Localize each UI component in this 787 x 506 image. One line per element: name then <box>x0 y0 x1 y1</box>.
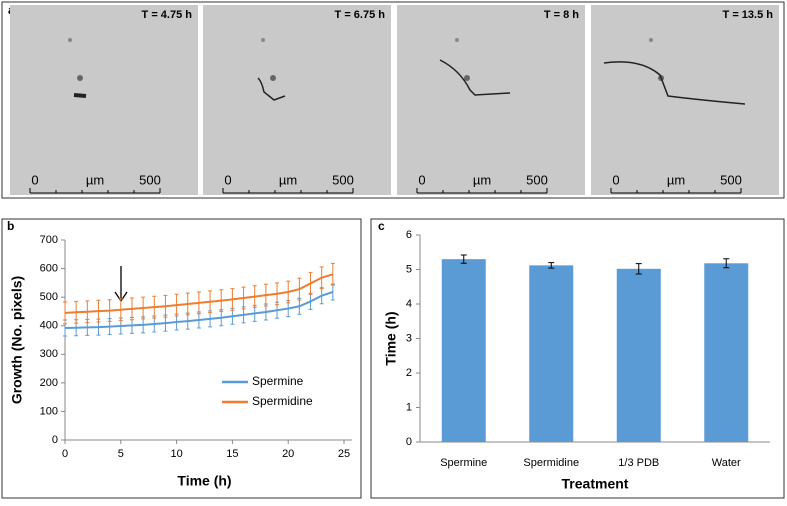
y-tick-label: 400 <box>40 320 58 332</box>
x-tick-label: 10 <box>170 448 182 460</box>
bar <box>704 263 749 442</box>
scale-label: µm <box>279 172 297 187</box>
scale-label: 500 <box>332 172 354 187</box>
x-tick-label: 5 <box>118 448 124 460</box>
micrograph <box>591 5 779 195</box>
y-tick-label: 300 <box>40 348 58 360</box>
x-tick-label: 15 <box>226 448 238 460</box>
panel-label: c <box>378 219 385 233</box>
y-tick-label: 0 <box>406 436 412 448</box>
y-tick-label: 3 <box>406 332 412 344</box>
x-tick-label: Spermine <box>440 457 487 469</box>
bar <box>441 259 486 442</box>
bar <box>616 268 661 442</box>
scale-label: 0 <box>31 172 38 187</box>
y-tick-label: 700 <box>40 234 58 246</box>
bar <box>529 265 574 442</box>
y-tick-label: 100 <box>40 405 58 417</box>
scale-label: µm <box>667 172 685 187</box>
scale-bar <box>416 188 548 194</box>
y-tick-label: 2 <box>406 367 412 379</box>
x-tick-label: Spermidine <box>523 457 579 469</box>
hypha <box>73 93 87 98</box>
y-axis-title: Growth (No. pixels) <box>9 276 25 404</box>
y-tick-label: 5 <box>406 263 412 275</box>
x-tick-label: 0 <box>62 448 68 460</box>
line <box>64 273 334 314</box>
y-tick-label: 4 <box>406 298 412 310</box>
y-tick-label: 0 <box>52 434 58 446</box>
debris <box>270 75 276 81</box>
legend-label: Spermine <box>252 374 304 388</box>
scale-label: 0 <box>612 172 619 187</box>
x-tick-label: 1/3 PDB <box>618 457 659 469</box>
x-tick-label: 20 <box>282 448 294 460</box>
debris <box>649 38 653 42</box>
panel-b-frame <box>1 218 362 499</box>
debris <box>68 38 72 42</box>
panel-label: b <box>7 219 14 233</box>
y-axis-title: Time (h) <box>383 311 399 365</box>
debris <box>455 38 459 42</box>
hypha <box>257 77 286 101</box>
time-label: T = 4.75 h <box>142 9 193 21</box>
x-tick-label: 25 <box>338 448 350 460</box>
error-bar <box>548 262 555 269</box>
scale-label: µm <box>86 172 104 187</box>
scale-label: 0 <box>418 172 425 187</box>
debris <box>464 75 470 81</box>
line <box>64 291 334 329</box>
micrograph <box>10 5 198 195</box>
y-tick-label: 600 <box>40 262 58 274</box>
time-label: T = 13.5 h <box>723 9 774 21</box>
legend-label: Spermidine <box>252 394 313 408</box>
x-axis-title: Treatment <box>562 476 629 492</box>
debris <box>261 38 265 42</box>
scale-bar <box>222 188 354 194</box>
error-bar <box>723 258 730 269</box>
error-bar <box>635 263 642 275</box>
scale-label: 500 <box>720 172 742 187</box>
micrograph <box>203 5 391 195</box>
scale-bar <box>29 188 161 194</box>
x-tick-label: Water <box>712 457 741 469</box>
y-tick-label: 500 <box>40 291 58 303</box>
scale-bar <box>610 188 742 194</box>
scale-label: µm <box>473 172 491 187</box>
hypha <box>603 61 746 105</box>
scale-label: 500 <box>526 172 548 187</box>
debris <box>77 75 83 81</box>
x-axis-title: Time (h) <box>177 473 231 489</box>
micrographs: T = 4.75 h 0 µm 500 T = 6.75 h 0 µm 500 T = 8 h 0… <box>10 5 779 195</box>
error-bar <box>460 254 467 264</box>
scale-label: 500 <box>139 172 161 187</box>
micrograph <box>397 5 585 195</box>
y-tick-label: 6 <box>406 229 412 241</box>
time-label: T = 8 h <box>544 9 579 21</box>
y-tick-label: 1 <box>406 401 412 413</box>
y-tick-label: 200 <box>40 377 58 389</box>
time-label: T = 6.75 h <box>335 9 386 21</box>
hypha <box>439 59 511 96</box>
scale-label: 0 <box>224 172 231 187</box>
